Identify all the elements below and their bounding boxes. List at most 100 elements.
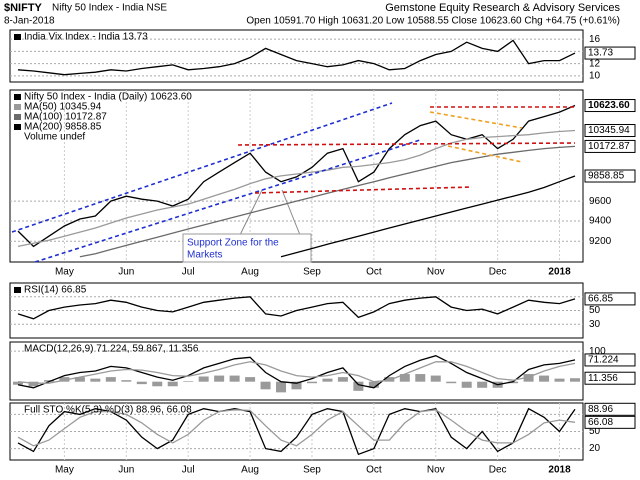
legend-entry: Nifty 50 Index - India (Daily) 10623.60 [24,92,192,103]
value-tag-label: 13.73 [588,48,613,59]
x-tick-label: May [55,267,74,278]
symbol: $NIFTY [4,2,43,14]
histogram-bar [245,377,256,382]
value-tag [584,402,636,416]
y-tick-label: 20 [589,443,601,454]
annotation-text: Support Zone for the [187,238,279,249]
x-tick-label: Sep [303,267,321,278]
value-tag-label: 66.85 [588,294,613,305]
trend-line [237,142,576,146]
value-tag [584,415,636,429]
value-tag-label: 88.96 [588,404,613,415]
trend-line [429,111,523,129]
y-tick-label: 30 [589,319,601,330]
x-tick-label: Nov [427,465,445,476]
value-tag [584,169,636,183]
d-line [17,409,576,447]
instrument: Nifty 50 Index - India NSE [52,3,167,14]
histogram-bar [353,381,364,391]
histogram-bar [105,377,116,382]
legend-swatch [14,94,21,100]
value-tag [584,99,636,113]
panel-frame [9,29,584,83]
x-tick-label: Nov [427,267,445,278]
histogram-bar [74,377,85,382]
legend-swatch [14,104,21,110]
value-tag [584,292,636,306]
y-tick-label: 10 [589,71,601,82]
value-tag-label: 10345.94 [588,125,630,136]
histogram-bar [508,381,519,384]
value-tag [584,46,636,60]
histogram-bar [291,381,302,390]
x-tick-label: Aug [241,267,259,278]
x-tick-label: Aug [241,465,259,476]
x-tick-label: Dec [489,267,507,278]
y-tick-label: 9400 [589,216,612,227]
y-tick-label: 50 [589,305,601,316]
histogram-bar [276,381,287,393]
price-line [17,39,576,76]
histogram-bar [337,377,348,382]
annotation: Support Zone for the Markets [182,189,312,263]
callout-line [281,189,301,236]
trend-line [447,145,523,163]
histogram-bar [415,374,426,382]
x-tick-label: Oct [366,267,382,278]
histogram-bar [183,381,194,382]
panel-frame [9,341,584,401]
trend-lines [11,102,576,263]
legend-swatch [14,34,21,40]
legend-entry: India Vix Index - India 13.73 [24,32,148,43]
legend-swatch [14,114,21,120]
y-tick-label: 16 [589,34,601,45]
x-tick-label: Jun [118,267,134,278]
value-tag-label: 10172.87 [588,141,630,152]
y-tick-label: 9600 [589,196,612,207]
histogram-bar [229,375,240,382]
legend-swatch [14,124,21,130]
legend-entry: MA(100) 10172.87 [24,112,107,123]
x-tick-label: Jul [182,465,195,476]
histogram-bar [446,381,457,384]
histogram-bar [539,375,550,382]
legend-entry: MA(200) 9858.85 [24,122,102,133]
legend-entry: MACD(12,26,9) 71.224, 59.867, 11.356 [24,344,199,355]
trend-line [254,186,473,194]
value-tag-label: 66.08 [588,417,613,428]
histogram-bar [523,374,534,382]
x-tick-label: Jun [118,465,134,476]
histogram-bar [152,381,163,387]
histogram-bar [198,376,209,382]
ma-line [280,175,576,258]
signal-line [17,361,576,384]
value-tag [584,139,636,153]
histogram-bar [136,381,147,385]
histogram-bar [214,375,225,382]
macd-line [17,355,576,389]
y-tick-label: 100 [589,346,606,357]
histogram-bar [121,380,132,382]
value-tag-label: 71.224 [588,355,619,366]
price-line [17,296,576,320]
quote: Open 10591.70 High 10631.20 Low 10588.55… [246,16,620,27]
price-line [17,104,576,248]
y-tick-label: 9200 [589,236,612,247]
x-tick-label: 2018 [548,267,571,278]
trend-line [11,102,393,233]
value-tag [584,371,636,385]
histogram-bar [90,378,101,382]
x-tick-label: Dec [489,465,507,476]
histogram-bar [306,381,317,384]
legend-entry: Full STO %K(5,3) %D(3) 88.96, 66.08 [24,405,192,416]
legend-swatch [14,287,21,293]
histogram-bar [260,381,271,390]
legend-entry: MA(50) 10345.94 [24,102,102,113]
annotation-text: Markets [187,250,223,261]
value-tag-label: 10623.60 [588,100,630,111]
value-tag-label: 9858.85 [588,171,625,182]
y-tick-label: 50 [589,426,601,437]
histogram-bar [384,377,395,382]
histogram-bar [167,381,178,387]
histogram-bar [554,378,565,382]
